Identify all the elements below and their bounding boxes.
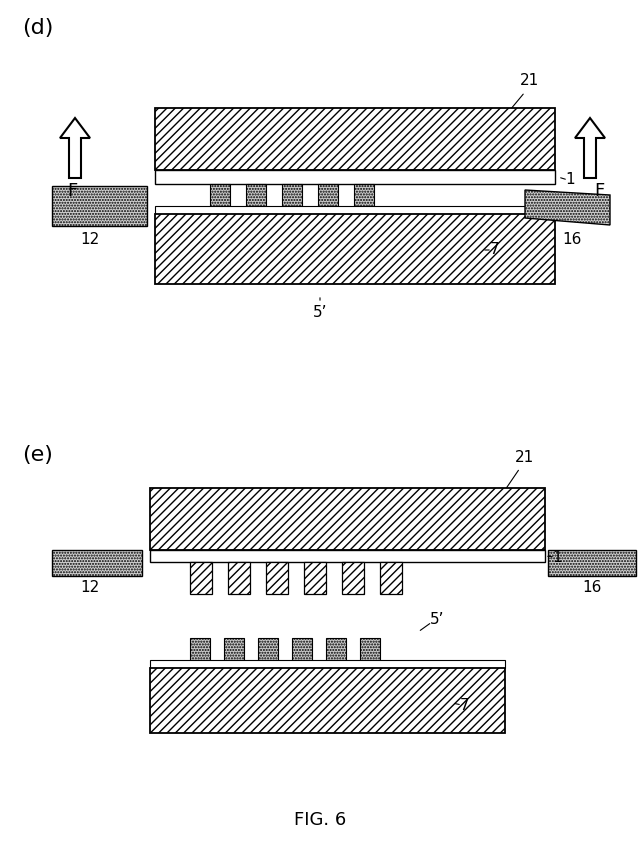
Text: 7: 7	[460, 697, 470, 713]
Text: 7: 7	[490, 243, 500, 257]
Text: 21: 21	[515, 450, 534, 465]
Text: 16: 16	[563, 232, 582, 247]
Text: 1: 1	[565, 173, 575, 187]
Bar	[155, 206, 555, 214]
Text: (d): (d)	[22, 18, 53, 38]
Bar	[150, 550, 545, 562]
Bar	[224, 638, 244, 660]
Bar	[210, 184, 230, 206]
Bar	[282, 184, 302, 206]
Bar	[246, 184, 266, 206]
Bar	[258, 638, 278, 660]
Bar	[292, 638, 312, 660]
Bar	[52, 550, 142, 576]
FancyArrow shape	[575, 118, 605, 178]
Text: (e): (e)	[22, 445, 53, 465]
Bar	[150, 668, 505, 733]
Polygon shape	[525, 190, 610, 225]
Bar	[354, 184, 374, 206]
Bar	[155, 170, 555, 184]
FancyArrow shape	[60, 118, 90, 178]
Bar	[318, 184, 338, 206]
Text: 21: 21	[520, 73, 540, 88]
Bar	[326, 638, 346, 660]
Bar	[190, 638, 210, 660]
Bar	[52, 186, 147, 226]
Bar	[360, 638, 380, 660]
Bar	[548, 550, 636, 576]
Text: 5’: 5’	[430, 613, 445, 627]
Text: F: F	[67, 182, 77, 200]
Text: FIG. 6: FIG. 6	[294, 811, 346, 829]
Bar	[266, 562, 288, 594]
Bar	[155, 108, 555, 170]
Bar	[342, 562, 364, 594]
Bar	[155, 214, 555, 284]
Bar	[190, 562, 212, 594]
Bar	[150, 660, 505, 668]
Bar	[304, 562, 326, 594]
Text: 12: 12	[81, 232, 100, 247]
Bar	[228, 562, 250, 594]
Text: 5’: 5’	[313, 305, 327, 320]
Text: 16: 16	[582, 580, 602, 595]
Text: 12: 12	[81, 580, 100, 595]
Bar	[380, 562, 402, 594]
Bar	[150, 488, 545, 550]
Text: F: F	[594, 182, 604, 200]
Text: 1: 1	[552, 550, 562, 564]
